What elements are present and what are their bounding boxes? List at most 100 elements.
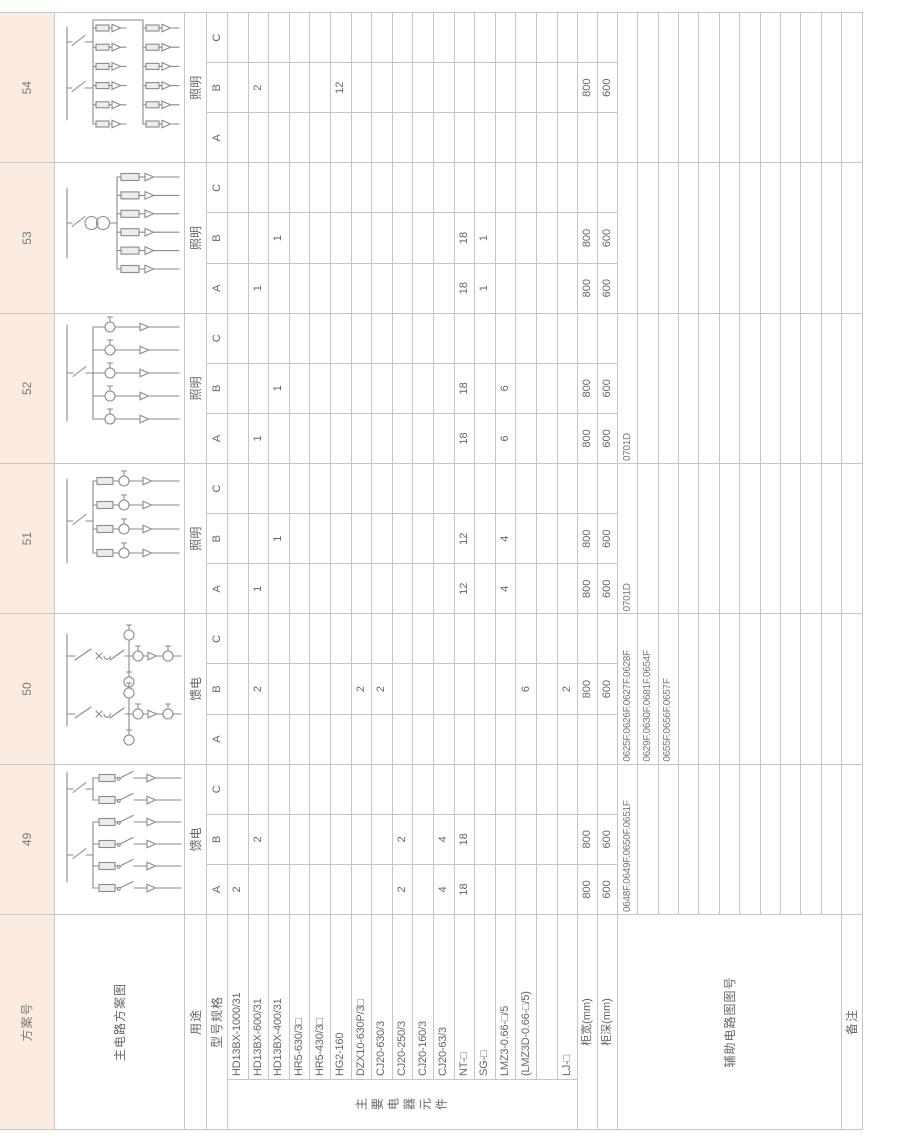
aux-number-cell [821,463,842,614]
value-cell [536,212,557,263]
scheme-value-group [557,162,579,313]
value-cell [413,13,433,62]
aux-number-cell [821,312,842,464]
value-cell [351,212,372,263]
value-cell [372,863,392,914]
scheme-width-group: 800 800 [578,763,598,914]
aux-number-cell [801,312,822,464]
value-cell [413,314,433,363]
aux-number-cell [740,12,761,163]
value-cell [516,262,536,313]
scheme-value-group [310,312,331,464]
value-cell [249,314,269,363]
scheme-value-group [475,613,496,764]
value-cell [352,765,372,814]
component-row: HR5-430/3□ [310,12,331,1079]
scheme-value-group [475,763,496,914]
aux-number-cell [699,12,720,163]
scheme-value-group [372,463,393,614]
value-cell: 6 [495,412,516,464]
aux-number-cell [801,763,822,914]
component-name: HG2-160 [330,914,352,1079]
value-cell: 2 [351,663,372,714]
value-cell [536,813,557,864]
value-cell: 1 [475,212,495,263]
value-cell [516,314,536,363]
scheme-value-group: 18 18 [454,312,476,464]
cabinet-depth-value: 600 [598,212,617,263]
value-cell [454,112,475,163]
scheme-value-group [330,613,352,764]
scheme-value-group [454,12,476,163]
value-cell [392,62,413,113]
value-cell [269,262,289,313]
value-cell [475,362,495,413]
scheme-value-group: 2 [351,613,373,764]
value-cell: 2 [372,663,392,714]
value-cell [393,464,413,513]
value-cell [269,614,289,663]
subcol-label: B [207,663,227,714]
cabinet-depth-value [598,464,617,513]
value-cell [331,13,351,62]
scheme-value-group [289,162,311,313]
value-cell [372,513,392,564]
aux-number-cell [638,12,659,163]
scheme-value-group [310,162,331,313]
aux-row: 0648F.0649F.0650F.0651F 0625F.0626F.0627F… [618,12,639,914]
purpose-cell: 照明 [185,463,207,614]
scheme-value-group [351,162,373,313]
value-cell: 1 [248,563,269,614]
value-cell [269,112,289,163]
aux-number-cell [760,312,781,464]
value-cell [495,813,516,864]
aux-number-cell [801,162,822,313]
value-cell [413,212,433,263]
value-cell [536,262,557,313]
value-cell [413,863,433,914]
value-cell: 18 [454,813,475,864]
value-cell [392,412,413,464]
value-cell [290,314,310,363]
value-cell: 2 [228,863,248,914]
aux-number-cell: 0701D [618,312,639,464]
value-cell [351,262,372,313]
lighting-transformer-six-branch-diagram [55,163,185,313]
value-cell [475,163,495,212]
value-cell [228,362,248,413]
component-row: (LMZ3D-0.66-□/5) 6 [516,12,537,1079]
value-cell [289,513,310,564]
scheme-value-group [330,763,352,914]
value-cell [455,314,475,363]
scheme-value-group: 1 [248,312,270,464]
aux-number-cell [719,312,741,464]
value-cell [496,765,516,814]
aux-row [679,12,700,914]
scheme-depth-group: 600 [598,613,618,764]
value-cell [248,863,269,914]
scheme-value-group [228,613,249,764]
value-cell [330,513,351,564]
value-cell [516,13,536,62]
value-cell [392,212,413,263]
scheme-value-group [330,162,352,313]
scheme-value-group [228,12,249,163]
aux-number-cell [760,463,781,614]
value-cell [310,314,330,363]
value-cell [495,212,516,263]
cabinet-depth-value [598,13,617,62]
component-name: NT-□ [454,914,476,1079]
value-cell: 18 [454,362,475,413]
scheme-value-group: 2 [228,763,249,914]
aux-number-cell [821,12,842,163]
value-cell [536,713,557,764]
value-cell [434,614,454,663]
value-cell [413,412,433,464]
scheme-value-group [228,463,249,614]
purpose-cell: 照明 [185,12,207,163]
component-row: CJ20-250/3 2 2 [392,12,414,1079]
aux-number-cell [719,763,741,914]
scheme-no-label: 方案号 [0,914,55,1129]
value-cell [249,614,269,663]
